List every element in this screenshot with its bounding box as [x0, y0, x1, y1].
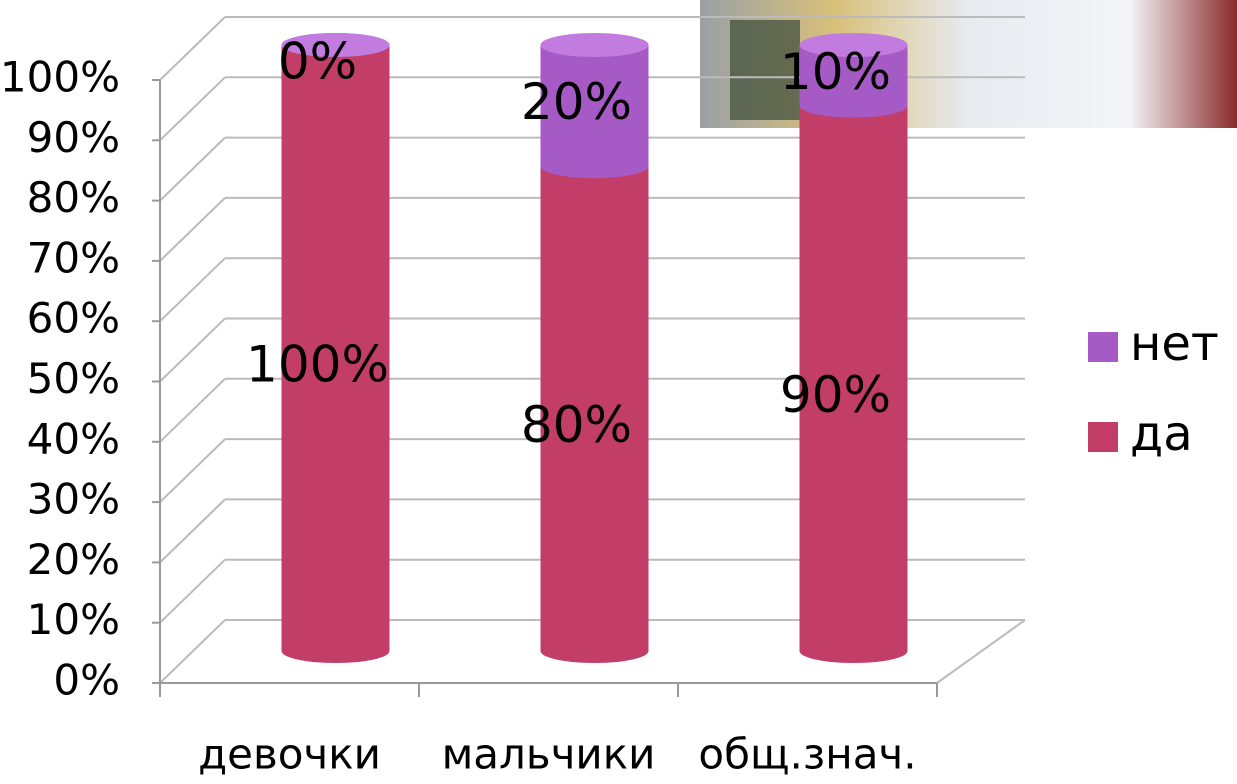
legend-label: нет	[1130, 316, 1219, 372]
data-label: 0%	[278, 33, 357, 91]
bar-top	[799, 33, 908, 57]
y-tick-label: 100%	[0, 53, 120, 102]
y-tick-label: 80%	[27, 173, 120, 222]
data-label: 80%	[521, 396, 632, 454]
grid-line	[159, 438, 226, 503]
x-tick-label: девочки	[198, 730, 381, 779]
grid-line	[159, 317, 226, 383]
grid-line	[159, 558, 226, 624]
photo-detail	[730, 20, 800, 120]
legend-swatch	[1088, 422, 1118, 452]
grid-line	[159, 619, 226, 684]
grid-line	[159, 136, 226, 202]
y-tick-label: 50%	[27, 354, 120, 403]
y-tick-label: 90%	[27, 113, 120, 162]
bar	[799, 105, 908, 652]
y-tick-label: 30%	[27, 475, 120, 524]
x-tick-label: мальчики	[442, 730, 656, 779]
data-label: 10%	[780, 43, 891, 101]
bar-top	[281, 33, 390, 57]
legend-label: да	[1130, 406, 1193, 462]
grid-line	[159, 76, 226, 142]
y-tick-label: 70%	[27, 233, 120, 282]
data-label: 100%	[246, 336, 389, 394]
bar	[540, 45, 649, 167]
data-label: 20%	[521, 73, 632, 131]
y-tick-label: 40%	[27, 414, 120, 463]
y-tick-label: 10%	[27, 595, 120, 644]
floor-edge	[936, 619, 1026, 684]
grid-line	[159, 257, 226, 322]
bar-top	[540, 33, 649, 57]
bar	[281, 45, 390, 651]
legend-swatch	[1088, 332, 1118, 362]
bar	[540, 166, 649, 651]
grid-line	[159, 197, 226, 262]
data-label: 90%	[780, 366, 891, 424]
y-tick-label: 20%	[27, 535, 120, 584]
y-tick-label: 0%	[53, 656, 120, 705]
grid-line	[159, 498, 226, 564]
grid-line	[159, 378, 226, 443]
y-tick-label: 60%	[27, 294, 120, 343]
x-tick-label: общ.знач.	[698, 730, 916, 779]
grid-line	[159, 16, 226, 81]
